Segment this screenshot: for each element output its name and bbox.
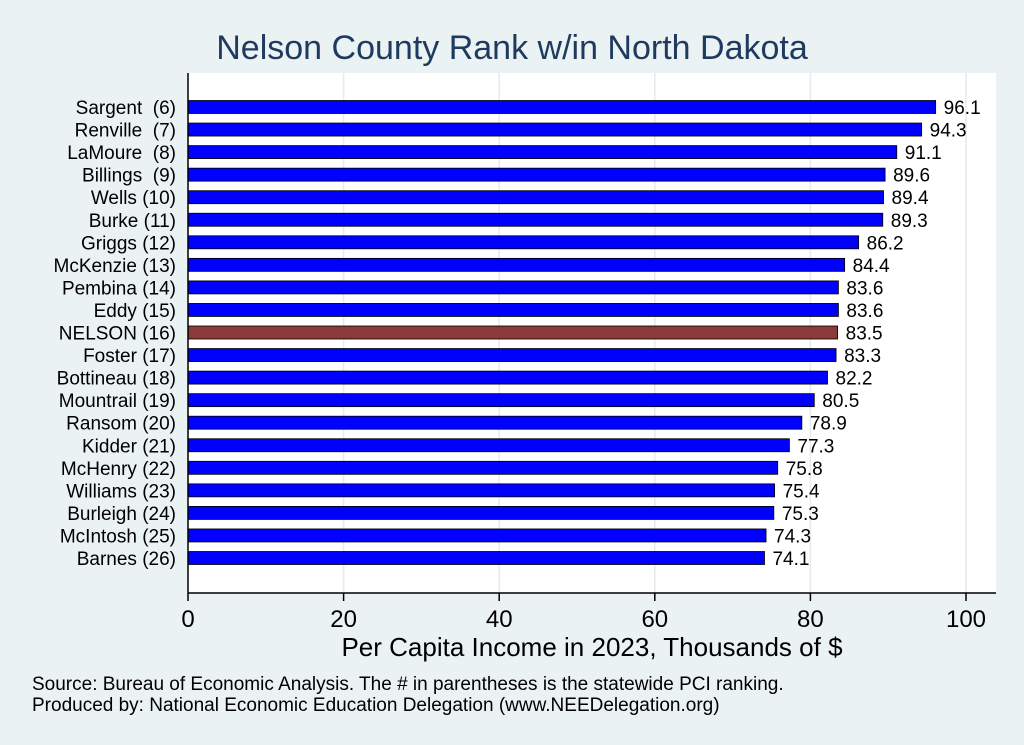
category-label: McKenzie (13) (54, 256, 177, 277)
category-label: Bottineau (18) (57, 369, 176, 390)
x-tick-labels: 0 20 40 60 80 100 (181, 593, 986, 633)
bar (187, 370, 828, 385)
x-tick-label: 0 (181, 606, 194, 633)
bar (187, 212, 884, 227)
category-label: Sargent (6) (76, 98, 176, 119)
bar (187, 280, 839, 295)
bar (187, 505, 775, 520)
category-label: Burke (11) (89, 211, 176, 232)
value-label: 83.3 (844, 346, 881, 367)
category-label: McHenry (22) (61, 459, 176, 480)
bar (187, 483, 776, 498)
bar (187, 348, 837, 362)
value-label: 94.3 (930, 121, 967, 142)
bar (187, 393, 815, 408)
value-label: 89.4 (892, 188, 929, 209)
category-label: LaMoure (8) (67, 143, 176, 164)
source-note: Source: Bureau of Economic Analysis. The… (32, 674, 784, 695)
bar (187, 167, 886, 182)
category-label: Foster (17) (83, 346, 176, 367)
value-labels: 96.194.391.189.689.489.386.284.483.683.6… (772, 98, 980, 570)
category-label: Ransom (20) (66, 414, 176, 435)
value-label: 80.5 (822, 391, 859, 412)
value-label: 83.6 (846, 278, 883, 299)
category-label: Mountrail (19) (59, 391, 176, 412)
category-label: McIntosh (25) (60, 526, 176, 547)
value-label: 77.3 (797, 436, 834, 457)
x-axis-title: Per Capita Income in 2023, Thousands of … (341, 632, 843, 662)
bar (187, 145, 898, 160)
bar (187, 100, 937, 114)
value-label: 89.6 (893, 166, 930, 187)
category-label: Kidder (21) (82, 436, 176, 457)
value-label: 91.1 (905, 143, 942, 164)
value-label: 74.1 (772, 549, 809, 570)
bar (187, 122, 923, 137)
category-label: Burleigh (24) (67, 504, 176, 525)
category-label: NELSON (16) (59, 324, 176, 345)
bar-highlight (187, 325, 839, 340)
bar (187, 551, 765, 565)
value-label: 75.4 (783, 481, 820, 502)
value-label: 82.2 (836, 369, 873, 390)
value-label: 86.2 (867, 233, 904, 254)
x-tick-label: 40 (486, 606, 513, 633)
axes (187, 73, 996, 594)
category-label: Barnes (26) (77, 549, 176, 570)
bar (187, 257, 846, 272)
value-label: 78.9 (810, 414, 847, 435)
x-tick-label: 80 (797, 606, 824, 633)
bar (187, 528, 767, 543)
category-label: Wells (10) (91, 188, 176, 209)
bar (187, 460, 779, 475)
bar (187, 415, 803, 430)
category-label: Pembina (14) (62, 278, 176, 299)
value-label: 83.6 (846, 301, 883, 322)
category-label: Griggs (12) (81, 233, 176, 254)
x-tick-label: 60 (641, 606, 668, 633)
bar (187, 303, 839, 317)
value-label: 74.3 (774, 526, 811, 547)
value-label: 75.8 (786, 459, 823, 480)
chart-title: Nelson County Rank w/in North Dakota (216, 29, 808, 67)
category-label: Billings (9) (82, 166, 176, 187)
value-label: 84.4 (853, 256, 890, 277)
producer-note: Produced by: National Economic Education… (32, 695, 720, 716)
bar (187, 438, 790, 453)
value-label: 83.5 (846, 324, 883, 345)
bar (187, 235, 860, 250)
value-label: 96.1 (944, 98, 981, 119)
category-labels: Sargent (6)Renville (7)LaMoure (8)Billin… (54, 98, 177, 570)
x-tick-label: 100 (946, 606, 986, 633)
value-label: 89.3 (891, 211, 928, 232)
bar (187, 190, 884, 205)
category-label: Williams (23) (66, 481, 176, 502)
category-label: Eddy (15) (94, 301, 176, 322)
x-tick-label: 20 (330, 606, 357, 633)
category-label: Renville (7) (75, 121, 176, 142)
bars (187, 100, 937, 565)
value-label: 75.3 (782, 504, 819, 525)
